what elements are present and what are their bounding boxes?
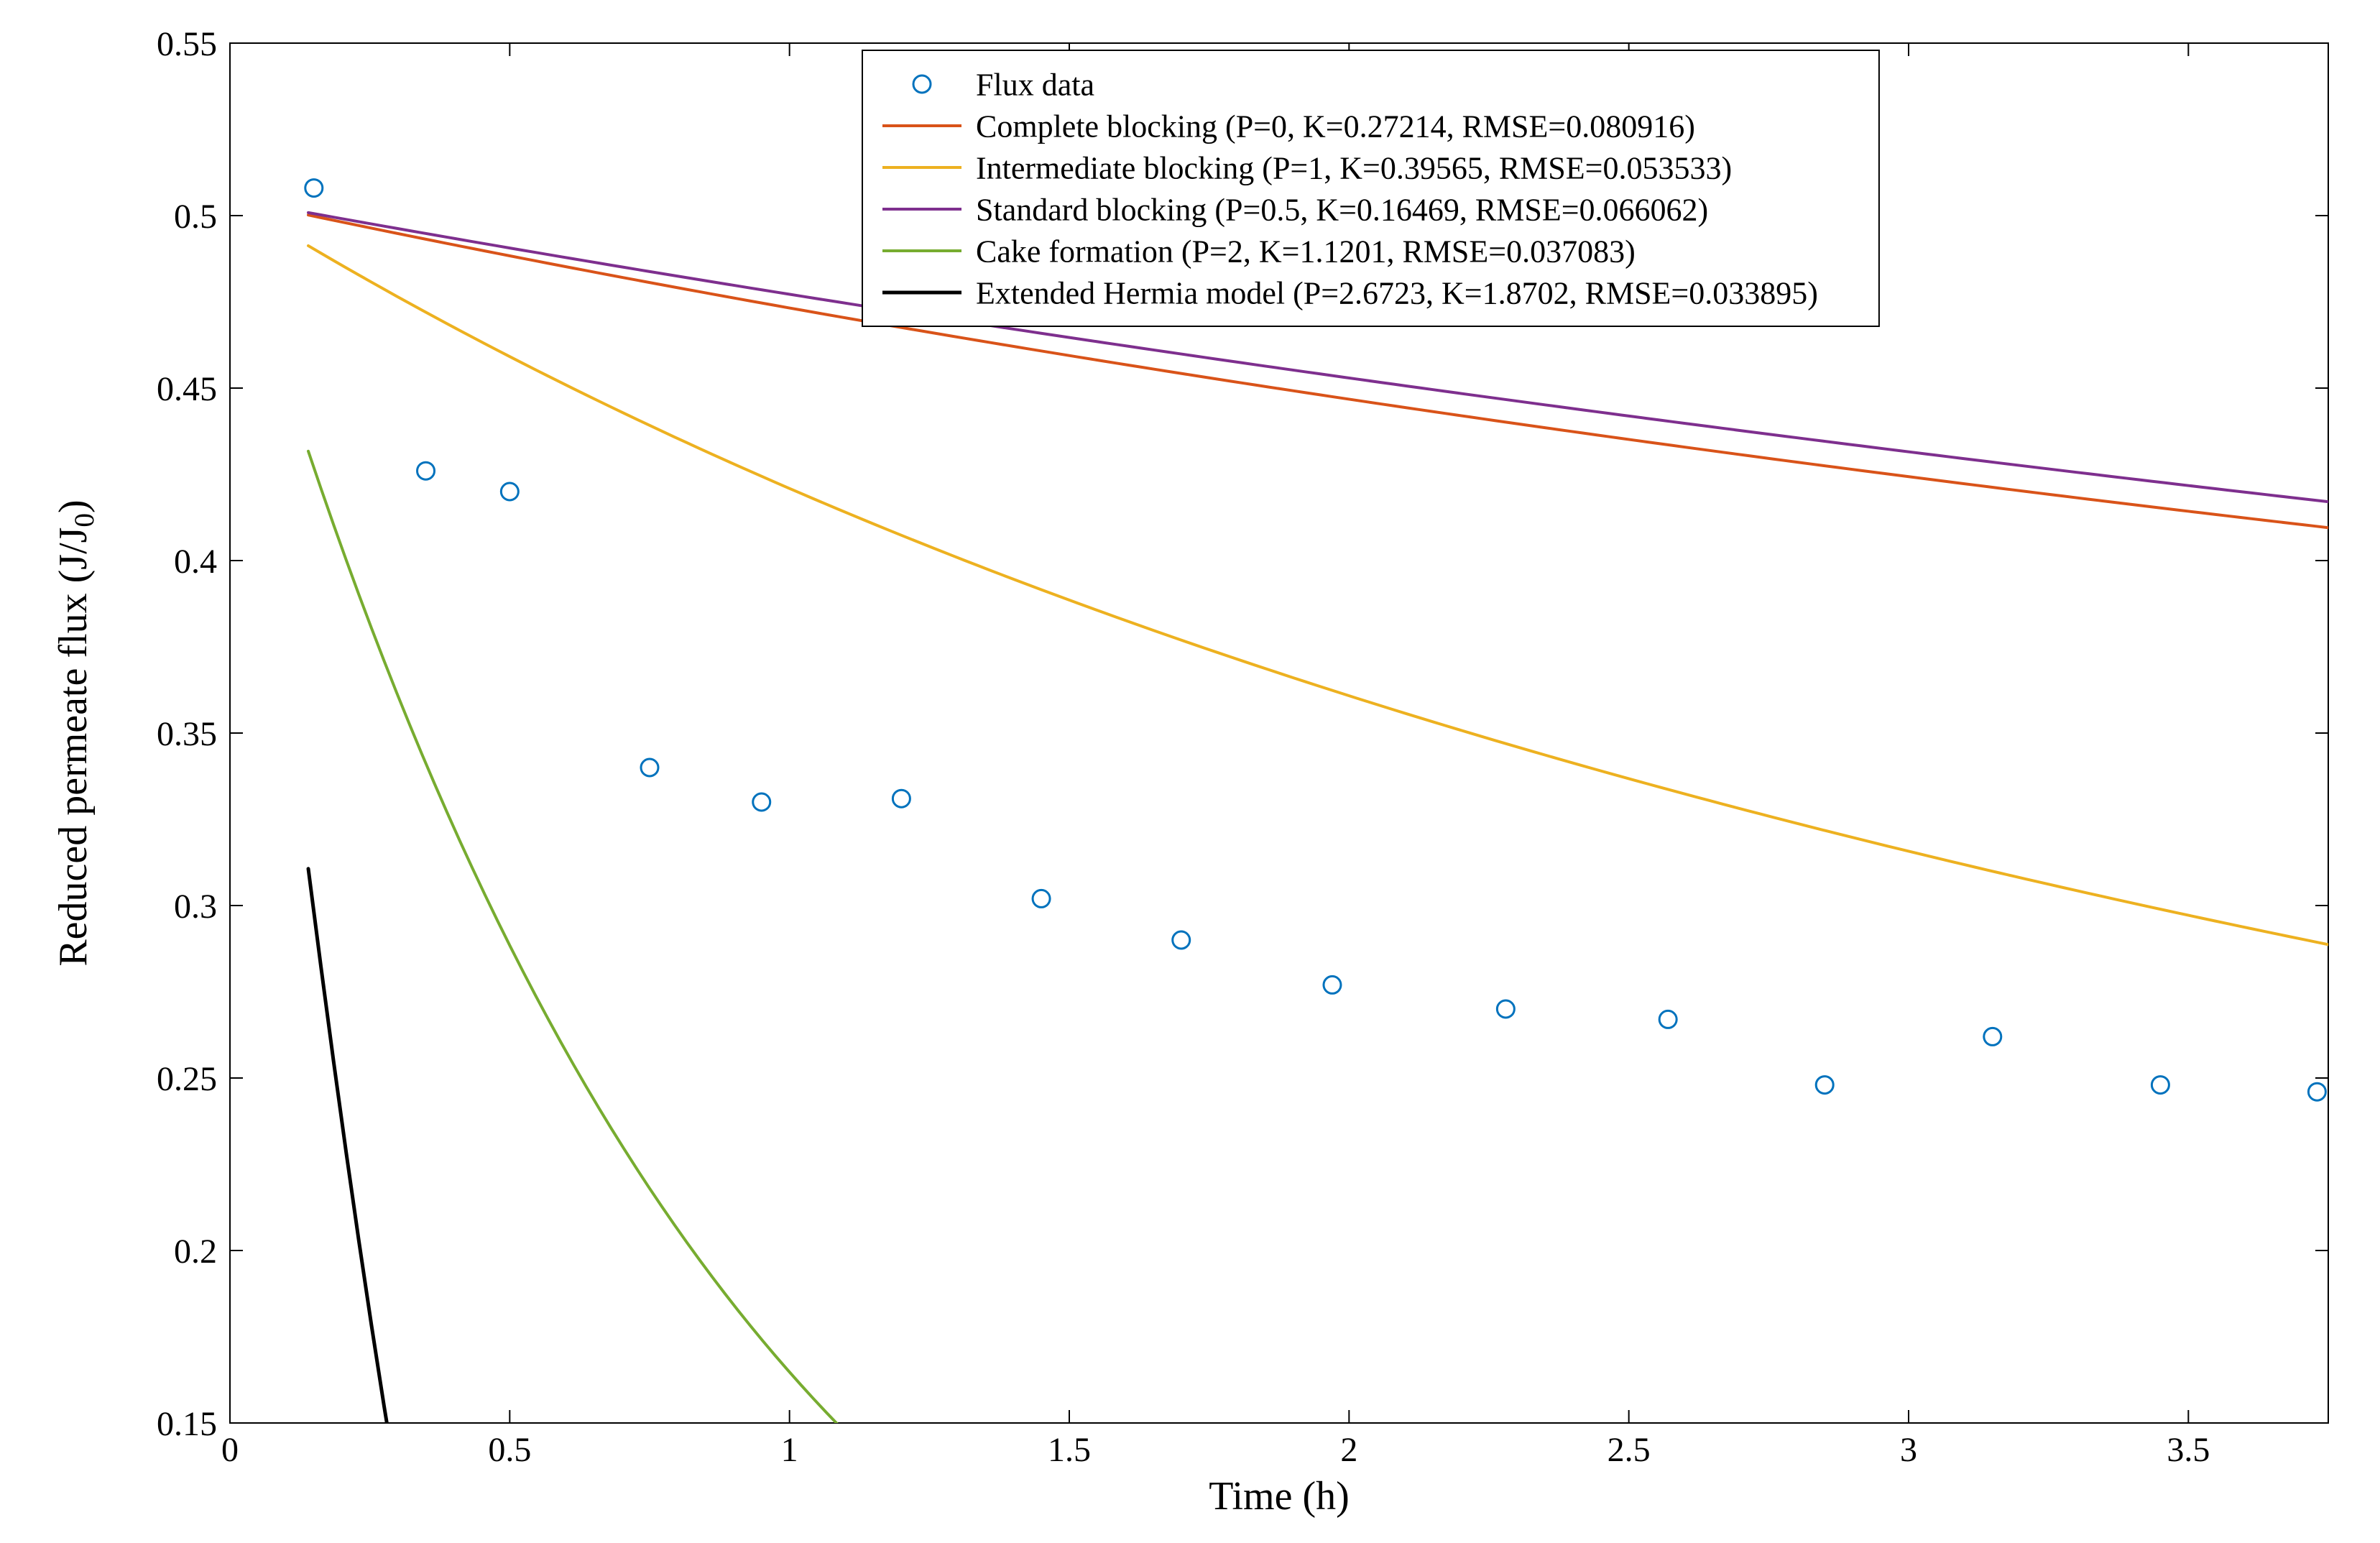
chart-container: 0 0.5 1 1.5 2 2.5 3 3.5 0.15 0.2 0.25 0.3 0.35 0.4 0.4… [0, 0, 2380, 1543]
x-tick-label: 3.5 [2167, 1431, 2210, 1469]
y-tick-label: 0.4 [174, 543, 217, 581]
y-tick-label: 0.2 [174, 1233, 217, 1271]
y-tick-label: 0.35 [157, 715, 217, 753]
y-tick-label: 0.55 [157, 25, 217, 63]
x-tick-label: 0 [221, 1431, 239, 1469]
y-tick-label: 0.45 [157, 370, 217, 408]
legend-label: Cake formation (P=2, K=1.1201, RMSE=0.03… [976, 234, 1636, 269]
legend: Flux data Complete blocking (P=0, K=0.272… [862, 50, 1879, 326]
x-tick-label: 3 [1900, 1431, 1917, 1469]
y-axis-label: Reduced permeate flux (J/J0) [51, 499, 100, 966]
x-tick-label: 2.5 [1608, 1431, 1651, 1469]
y-tick-label: 0.3 [174, 888, 217, 926]
chart-svg: 0 0.5 1 1.5 2 2.5 3 3.5 0.15 0.2 0.25 0.3 0.35 0.4 0.4… [0, 0, 2380, 1543]
legend-label: Extended Hermia model (P=2.6723, K=1.870… [976, 275, 1818, 310]
x-tick-label: 0.5 [488, 1431, 531, 1469]
legend-label: Intermediate blocking (P=1, K=0.39565, R… [976, 150, 1732, 185]
y-tick-label: 0.5 [174, 198, 217, 236]
x-tick-label: 2 [1340, 1431, 1357, 1469]
legend-label: Standard blocking (P=0.5, K=0.16469, RMS… [976, 192, 1708, 227]
legend-label: Flux data [976, 67, 1094, 102]
x-axis-label: Time (h) [1209, 1474, 1350, 1519]
y-tick-label: 0.15 [157, 1405, 217, 1443]
x-tick-label: 1.5 [1048, 1431, 1091, 1469]
y-tick-label: 0.25 [157, 1060, 217, 1098]
legend-label: Complete blocking (P=0, K=0.27214, RMSE=… [976, 109, 1695, 144]
x-tick-label: 1 [781, 1431, 798, 1469]
